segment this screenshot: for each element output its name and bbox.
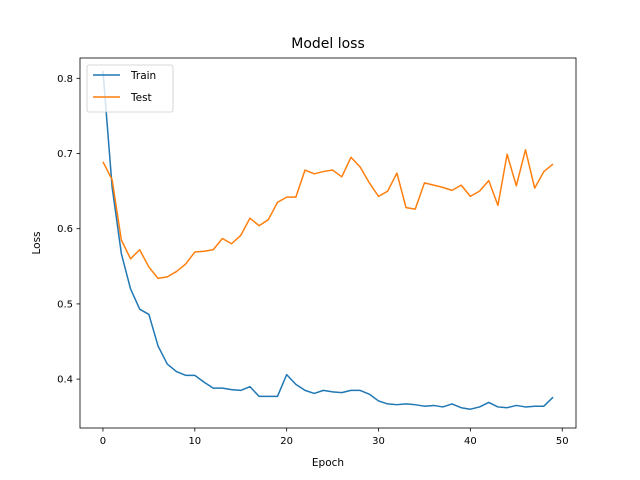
x-tick-label: 50 <box>556 436 569 447</box>
legend-box <box>86 64 174 113</box>
series-line-test <box>102 149 554 280</box>
x-tick-label: 10 <box>188 436 201 447</box>
y-tick-label: 0.8 <box>57 74 73 85</box>
legend: Train Test <box>86 64 174 113</box>
y-tick-label: 0.4 <box>57 375 73 386</box>
legend-label-train: Train <box>130 70 156 82</box>
x-tick-label: 30 <box>372 436 385 447</box>
x-tick-label: 20 <box>280 436 293 447</box>
plot-frame <box>79 57 577 429</box>
y-tick-label: 0.5 <box>57 299 73 310</box>
x-axis-label: Epoch <box>312 457 344 469</box>
x-tick-label: 0 <box>100 436 106 447</box>
ticks-layer: 0 10 20 30 40 50 0.4 0.5 0.6 0.7 0.8 <box>57 74 568 447</box>
plot-area <box>80 58 576 428</box>
x-tick-label: 40 <box>464 436 477 447</box>
series-line-train <box>102 70 554 410</box>
y-tick-label: 0.7 <box>57 149 73 160</box>
y-axis-label: Loss <box>31 231 43 254</box>
series-layer <box>102 70 554 410</box>
legend-label-test: Test <box>130 92 152 104</box>
chart-title: Model loss <box>291 36 365 52</box>
y-tick-label: 0.6 <box>57 224 73 235</box>
